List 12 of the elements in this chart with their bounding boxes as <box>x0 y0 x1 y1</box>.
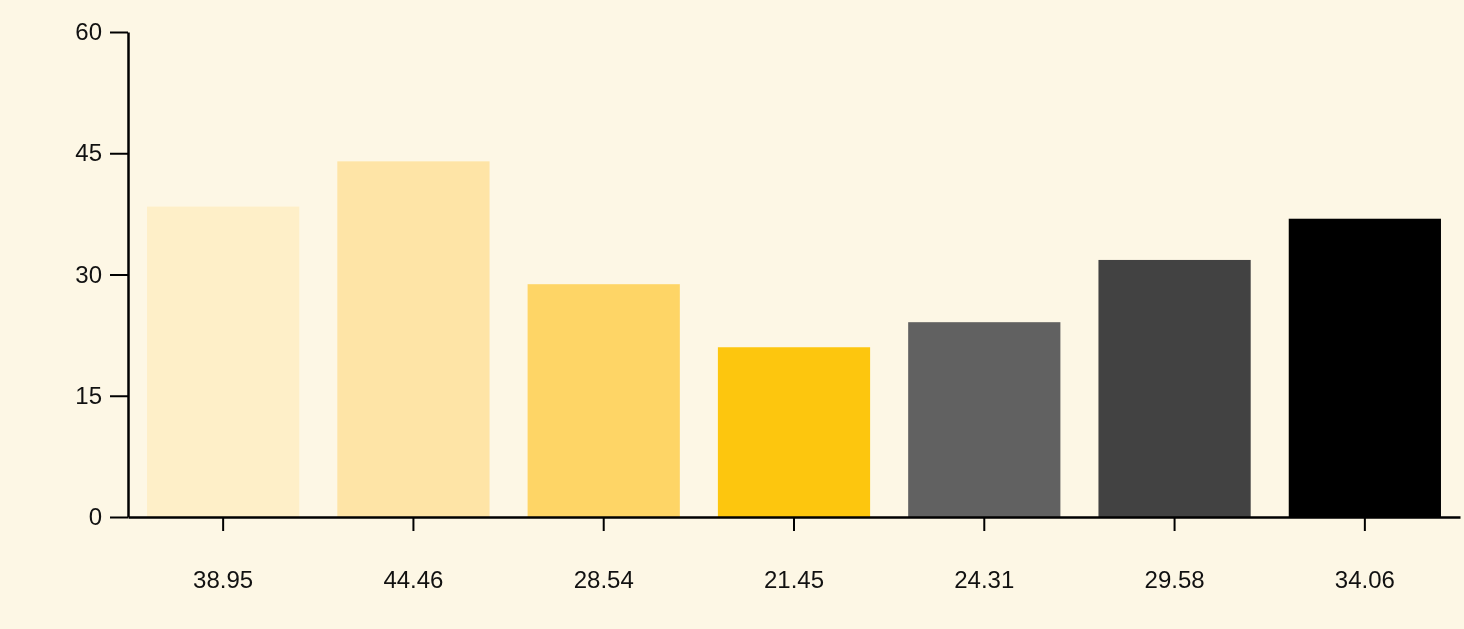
y-tick-label: 60 <box>75 18 102 46</box>
y-tick-label: 30 <box>75 260 102 288</box>
x-tick-label: 44.46 <box>383 566 444 594</box>
y-tick-label: 45 <box>75 139 102 167</box>
y-tick-label: 15 <box>75 381 102 409</box>
x-tick-label: 24.31 <box>954 566 1015 594</box>
x-tick-label: 29.58 <box>1144 566 1205 594</box>
x-tick-label: 21.45 <box>763 566 825 594</box>
y-tick-label: 0 <box>88 503 102 531</box>
x-tick-label: 28.54 <box>573 566 634 594</box>
x-tick-label: 38.95 <box>193 566 254 594</box>
x-tick-label: 34.06 <box>1334 566 1395 594</box>
